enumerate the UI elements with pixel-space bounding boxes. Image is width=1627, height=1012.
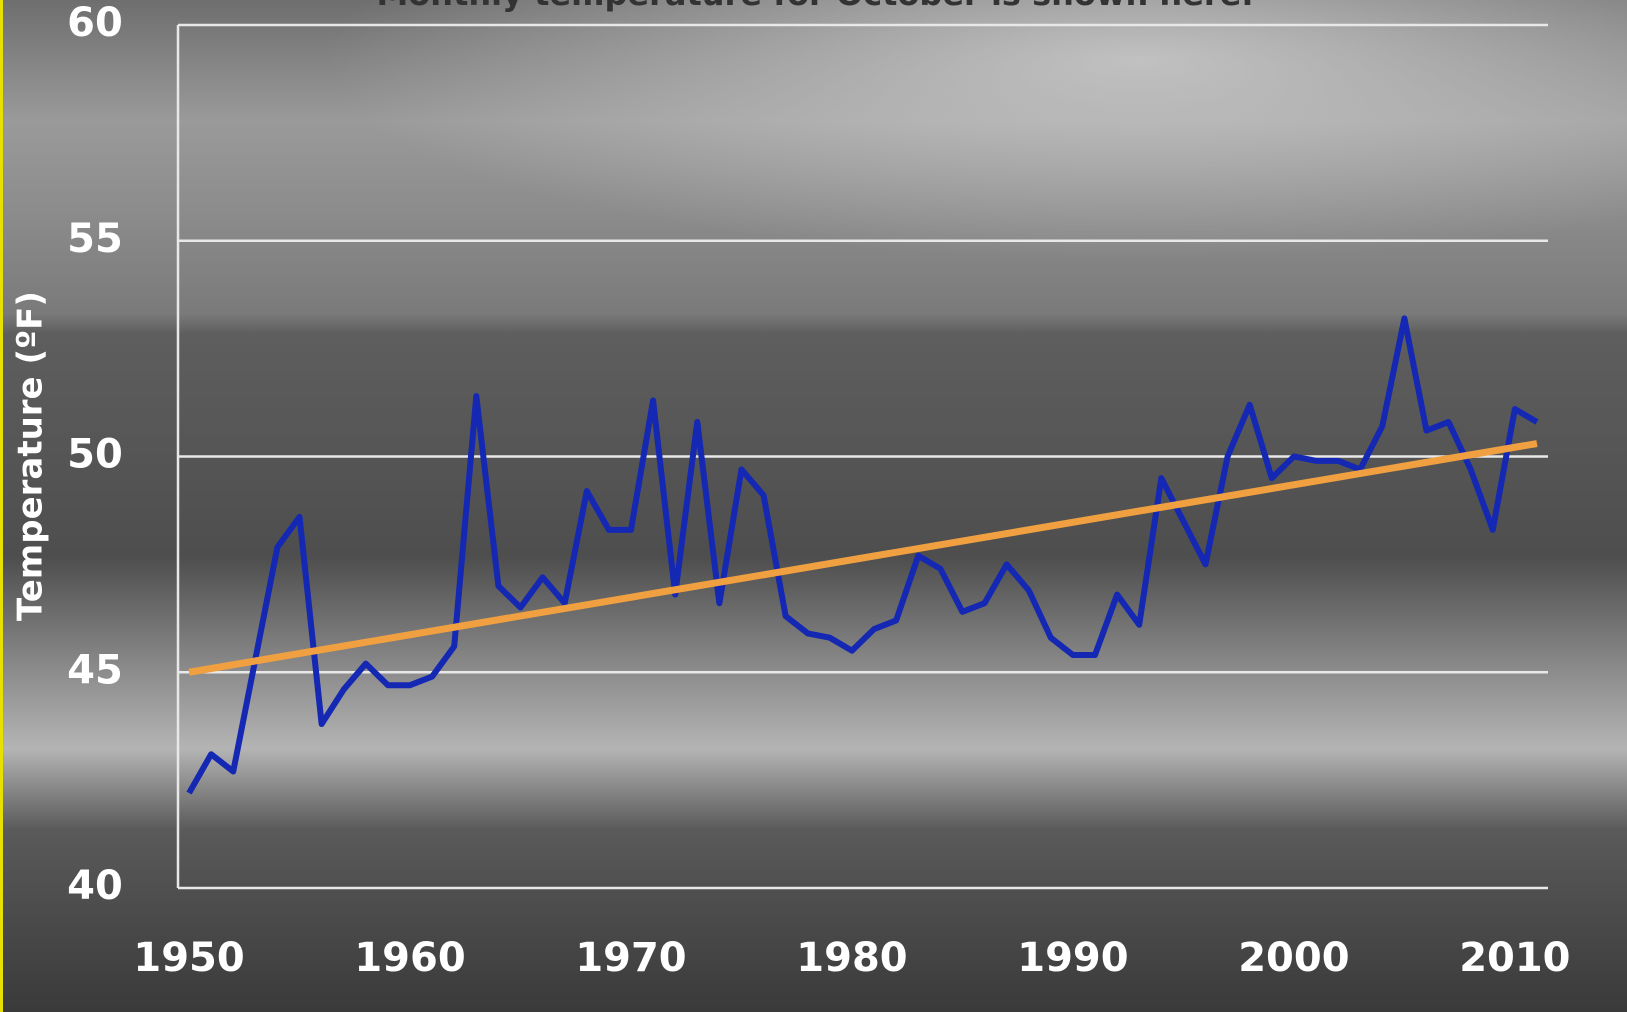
chart-title: Monthly temperature for October is shown…	[376, 0, 1253, 13]
y-tick-label: 50	[67, 432, 123, 478]
y-axis-label: Temperature (ºF)	[11, 291, 51, 621]
x-tick-label: 1970	[575, 935, 686, 981]
background-cloud	[0, 0, 1627, 400]
x-tick-label: 2010	[1459, 935, 1570, 981]
x-tick-label: 2000	[1238, 935, 1349, 981]
edge-strip	[0, 0, 3, 1012]
trend-line	[188, 440, 1538, 676]
x-tick-label: 1960	[354, 935, 465, 981]
data-line	[186, 315, 1539, 795]
y-tick-label: 55	[67, 216, 123, 262]
x-tick-label: 1980	[796, 935, 907, 981]
x-tick-label: 1990	[1017, 935, 1128, 981]
y-tick-label: 60	[67, 0, 123, 46]
y-tick-label: 40	[67, 863, 123, 909]
y-tick-label: 45	[67, 647, 123, 693]
x-tick-label: 1950	[133, 935, 244, 981]
